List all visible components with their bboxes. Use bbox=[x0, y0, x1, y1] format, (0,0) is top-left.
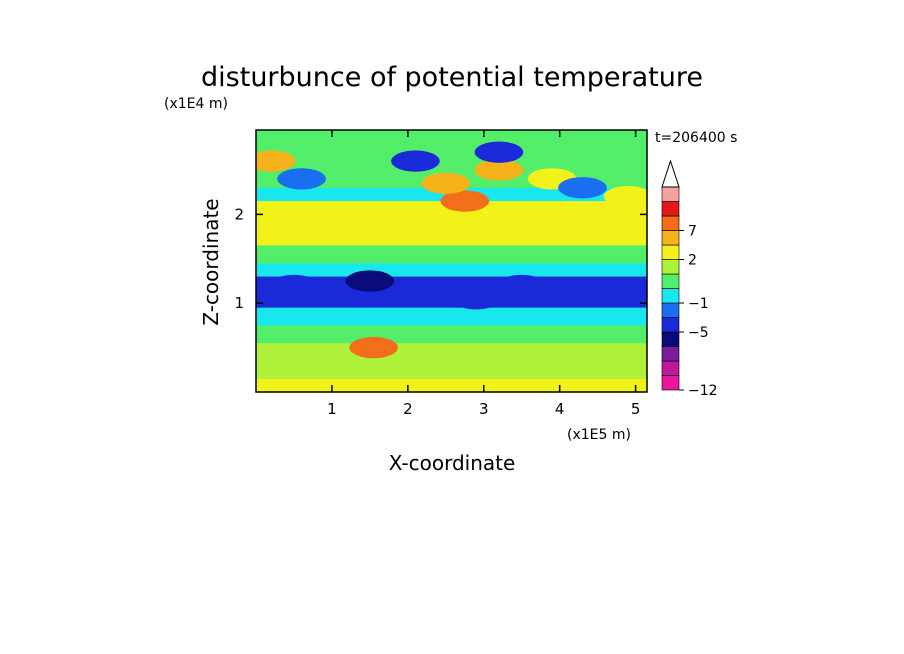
field-blob bbox=[474, 159, 524, 181]
colorbar-extend-arrow bbox=[661, 159, 680, 188]
colorbar-swatch bbox=[661, 360, 680, 376]
colorbar-label: −12 bbox=[688, 383, 718, 399]
plot-frame bbox=[255, 129, 648, 393]
field-blobs bbox=[256, 141, 647, 359]
field-layer bbox=[256, 263, 647, 277]
time-label: t=206400 s bbox=[655, 130, 737, 146]
x-tick-label: 2 bbox=[403, 400, 413, 418]
field-blob bbox=[440, 190, 490, 212]
field-blob bbox=[474, 141, 524, 163]
field-layer bbox=[256, 325, 647, 344]
colorbar-swatch bbox=[661, 244, 680, 260]
y-tick-label: 2 bbox=[234, 205, 244, 223]
field-blob bbox=[345, 270, 395, 292]
x-tick-label: 4 bbox=[555, 400, 565, 418]
x-tick-label: 3 bbox=[479, 400, 489, 418]
colorbar-swatch bbox=[661, 215, 680, 231]
field-blob bbox=[307, 279, 357, 301]
chart-title: disturbunce of potential temperature bbox=[201, 62, 703, 93]
colorbar-swatch bbox=[661, 230, 680, 246]
x-tick-label: 5 bbox=[631, 400, 641, 418]
colorbar-swatch bbox=[661, 331, 680, 347]
colorbar-swatch bbox=[661, 375, 680, 391]
field-blob bbox=[451, 288, 501, 310]
field-blob bbox=[349, 336, 398, 359]
field-layer bbox=[256, 307, 647, 326]
colorbar-swatch bbox=[661, 317, 680, 333]
field-blob bbox=[558, 177, 607, 199]
plot-area bbox=[256, 130, 647, 392]
y-axis-label: Z-coordinate bbox=[199, 198, 223, 325]
field-layer bbox=[256, 245, 647, 264]
x-unit-label: (x1E5 m) bbox=[567, 427, 631, 443]
colorbar-label: 2 bbox=[688, 253, 697, 269]
colorbar-swatch bbox=[661, 346, 680, 362]
field-blob bbox=[603, 185, 647, 208]
colorbar: 7 2 −1 −5 −12 bbox=[661, 159, 718, 399]
field-blob bbox=[413, 279, 463, 301]
y-tick-label: 1 bbox=[234, 294, 244, 312]
x-tick-label: 1 bbox=[327, 400, 337, 418]
colorbar-label: 7 bbox=[688, 224, 697, 240]
colorbar-swatch bbox=[661, 259, 680, 275]
colorbar-label: −5 bbox=[688, 325, 709, 341]
field-blob bbox=[497, 274, 547, 297]
colorbar-swatch bbox=[661, 186, 680, 202]
field-blob bbox=[269, 274, 319, 297]
field-blob bbox=[277, 168, 326, 190]
field-blob bbox=[391, 150, 440, 172]
colorbar-label: −1 bbox=[688, 296, 709, 312]
field-layer bbox=[256, 343, 647, 379]
field-blob bbox=[256, 150, 296, 172]
colorbar-swatch bbox=[661, 288, 680, 304]
field-layers bbox=[256, 130, 647, 392]
colorbar-swatch bbox=[661, 201, 680, 217]
colorbar-swatch bbox=[661, 302, 680, 318]
y-axis: 12 bbox=[234, 205, 647, 312]
field-blob bbox=[421, 172, 471, 194]
colorbar-swatch bbox=[661, 273, 680, 289]
x-axis-label: X-coordinate bbox=[389, 451, 516, 475]
field-layer bbox=[256, 378, 647, 392]
x-axis: 1 2 3 4 5 bbox=[327, 130, 640, 418]
y-unit-label: (x1E4 m) bbox=[164, 96, 228, 112]
